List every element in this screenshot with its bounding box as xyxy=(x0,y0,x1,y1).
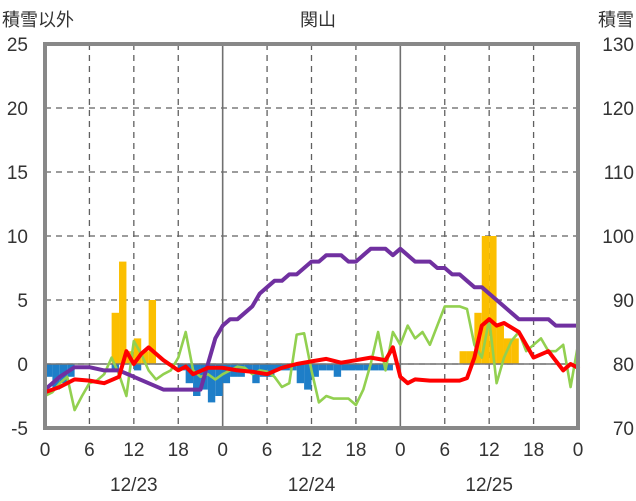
negative-bar xyxy=(304,364,312,390)
negative-bar xyxy=(363,364,371,371)
negative-bar xyxy=(370,364,379,371)
right-axis-label: 積雪 xyxy=(598,10,634,31)
negative-bar xyxy=(244,364,253,371)
x-tick-label: 18 xyxy=(523,440,544,461)
snowfall-bar xyxy=(481,236,490,364)
negative-bar xyxy=(378,364,386,371)
x-tick-label: 6 xyxy=(262,440,273,461)
negative-bar xyxy=(318,364,327,371)
left-tick-label: -5 xyxy=(11,419,28,440)
negative-bar xyxy=(215,364,223,396)
snow-depth-line xyxy=(43,246,580,392)
negative-bar xyxy=(341,364,349,371)
negative-bar xyxy=(333,364,342,377)
negative-bar xyxy=(207,364,216,403)
snowfall-bar xyxy=(466,351,475,364)
x-tick-label: 0 xyxy=(395,440,406,461)
x-tick-label: 12 xyxy=(301,440,322,461)
x-tick-label: 0 xyxy=(573,440,584,461)
x-tick-label: 0 xyxy=(40,440,51,461)
right-tick-label: 70 xyxy=(613,419,634,440)
left-tick-label: 15 xyxy=(7,163,28,184)
x-tick-label: 12 xyxy=(479,440,500,461)
right-tick-label: 110 xyxy=(604,163,634,184)
snowfall-bar xyxy=(111,312,120,364)
negative-bar xyxy=(296,364,305,384)
date-label: 12/23 xyxy=(110,475,158,496)
snowfall-bar xyxy=(489,236,497,364)
date-label: 12/24 xyxy=(288,475,336,496)
snowfall-bar xyxy=(511,338,519,364)
negative-bar xyxy=(355,364,364,371)
x-tick-label: 6 xyxy=(84,440,95,461)
left-tick-label: 20 xyxy=(7,99,28,120)
negative-bar xyxy=(385,364,393,371)
right-tick-label: 130 xyxy=(602,35,634,56)
negative-bar xyxy=(274,364,282,371)
right-tick-label: 80 xyxy=(613,355,634,376)
lines xyxy=(43,246,580,412)
negative-bar xyxy=(193,364,201,396)
x-tick-label: 0 xyxy=(217,440,228,461)
snowfall-bar xyxy=(119,261,127,364)
left-tick-label: 0 xyxy=(17,355,28,376)
x-tick-label: 6 xyxy=(439,440,450,461)
snowfall-bar xyxy=(496,325,504,364)
x-tick-label: 18 xyxy=(345,440,366,461)
x-tick-label: 12 xyxy=(123,440,144,461)
right-tick-label: 90 xyxy=(613,291,634,312)
negative-bar xyxy=(311,364,319,377)
date-label: 12/25 xyxy=(465,475,513,496)
temperature-line xyxy=(43,317,580,395)
left-tick-label: 5 xyxy=(17,291,28,312)
left-axis-label: 積雪以外 xyxy=(2,10,74,31)
negative-bar xyxy=(185,364,194,384)
left-tick-label: 10 xyxy=(7,227,28,248)
negative-bar xyxy=(45,364,53,377)
left-tick-label: 25 xyxy=(7,35,28,56)
chart-title: 関山 xyxy=(300,10,336,31)
negative-bar xyxy=(326,364,334,371)
snowfall-bar xyxy=(148,300,157,364)
negative-bar xyxy=(52,364,60,390)
snowfall-bar xyxy=(459,351,467,364)
negative-bar xyxy=(133,364,142,371)
snowfall-bar xyxy=(133,338,142,364)
right-tick-label: 100 xyxy=(602,227,634,248)
snowfall-bar xyxy=(141,351,149,364)
plot-frame xyxy=(43,42,580,430)
right-tick-label: 120 xyxy=(602,99,634,120)
negative-bar xyxy=(267,364,275,377)
x-tick-label: 18 xyxy=(168,440,189,461)
negative-bar xyxy=(348,364,356,371)
